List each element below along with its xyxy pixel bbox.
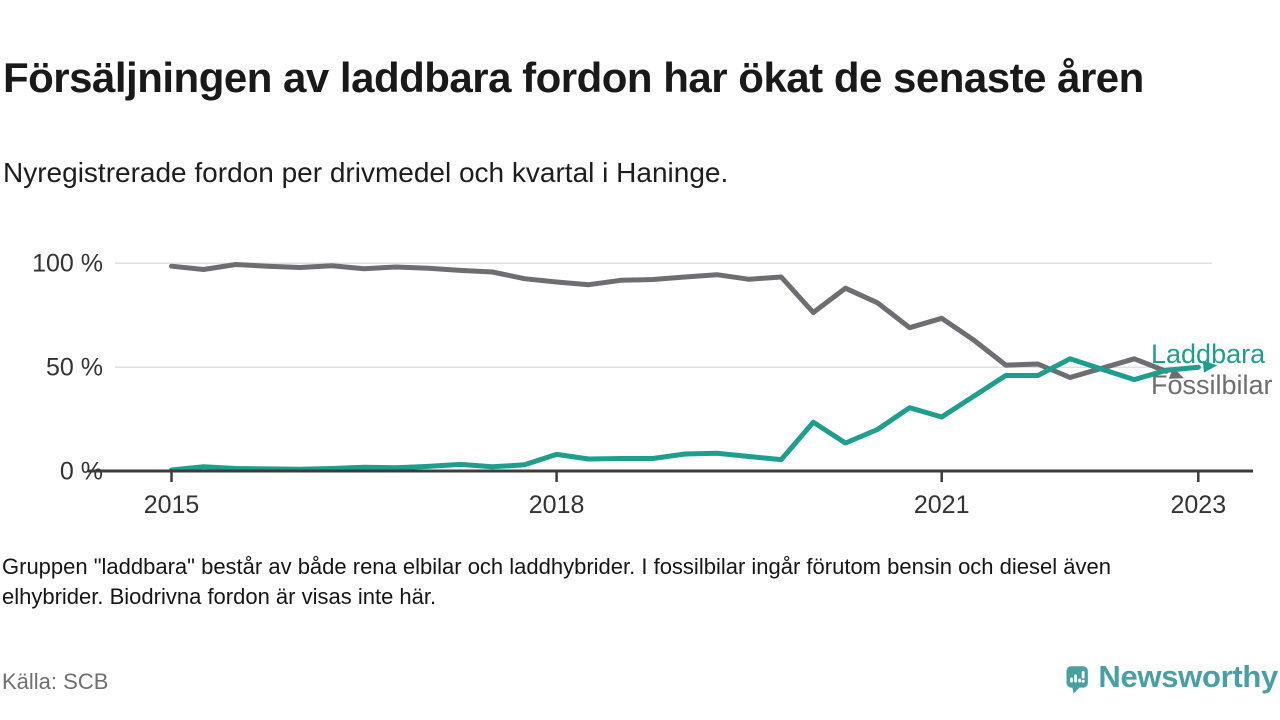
newsworthy-logo-icon — [1066, 666, 1088, 694]
x-tick-2018: 2018 — [529, 491, 585, 519]
y-axis: 100 % 50 % 0 % — [32, 250, 103, 486]
x-tick-2023: 2023 — [1170, 491, 1226, 519]
label-laddbara: Laddbara — [1151, 339, 1266, 369]
x-tick-2015: 2015 — [144, 491, 200, 519]
series-line-fossilbilar — [169, 262, 1169, 380]
series-lines — [169, 262, 1218, 473]
newsworthy-logo: Newsworthy — [1066, 652, 1278, 712]
y-tick-100: 100 % — [32, 250, 103, 278]
chart-footnote: Gruppen "laddbara" består av både rena e… — [2, 554, 1111, 609]
page-title: Försäljningen av laddbara fordon har öka… — [3, 54, 1144, 102]
series-line-laddbara — [169, 356, 1201, 473]
trend-chart: 100 % 50 % 0 % 2015 2018 2021 2023 Laddb — [32, 250, 1273, 520]
y-tick-50: 50 % — [46, 354, 103, 382]
source-attribution: Källa: SCB — [2, 669, 109, 694]
x-axis: 2015 2018 2021 2023 — [88, 469, 1253, 519]
newsworthy-logo-text: Newsworthy — [1098, 659, 1278, 694]
series-end-labels: Laddbara Fossilbilar — [1151, 339, 1273, 400]
x-tick-2021: 2021 — [914, 491, 970, 519]
chart-subtitle: Nyregistrerade fordon per drivmedel och … — [3, 157, 729, 188]
series-arrow-laddbara — [1202, 360, 1218, 373]
gridlines — [115, 262, 1212, 368]
chart-area: 100 % 50 % 0 % 2015 2018 2021 2023 Laddb — [0, 230, 1280, 530]
label-fossilbilar: Fossilbilar — [1151, 370, 1273, 400]
